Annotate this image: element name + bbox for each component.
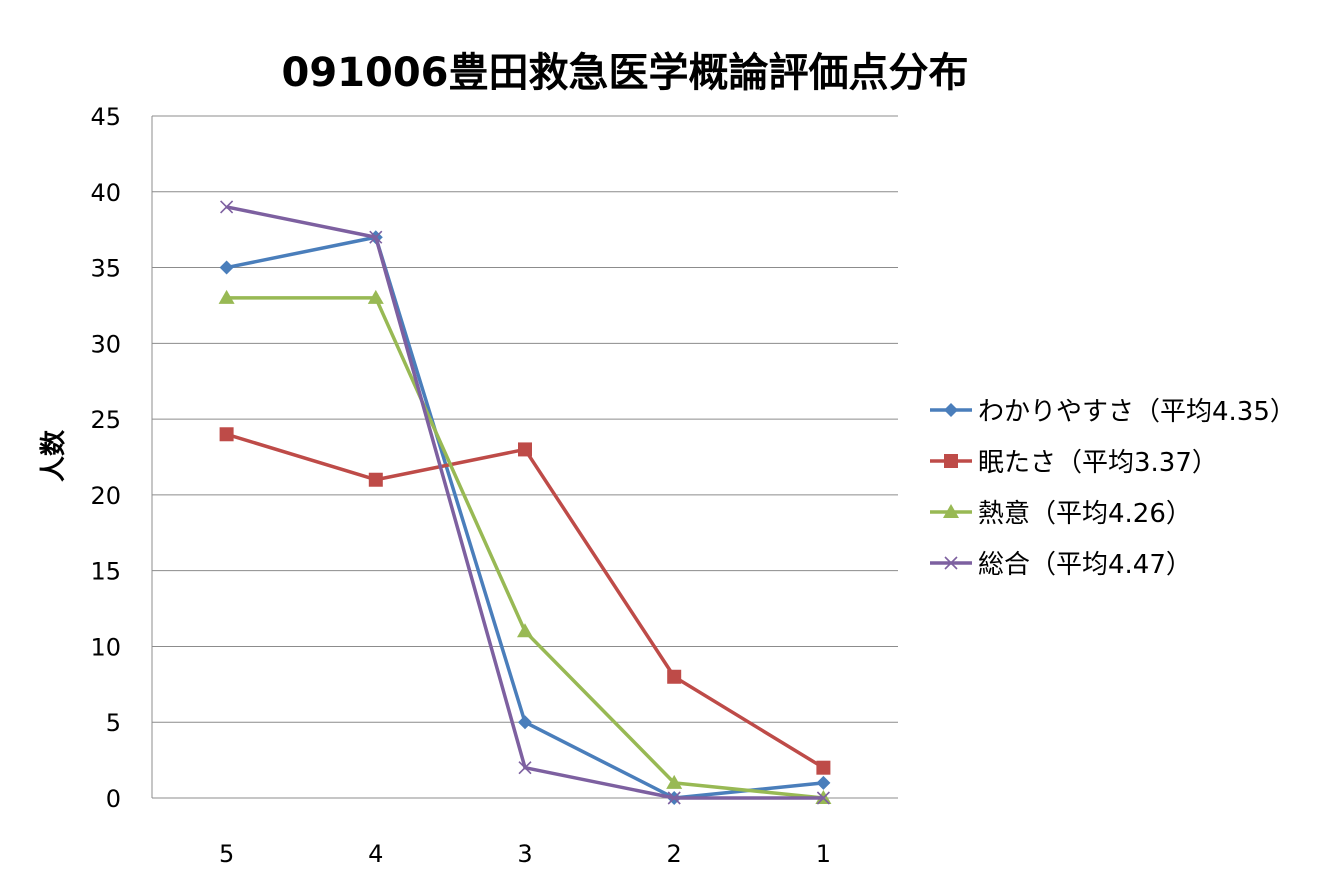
- y-tick-label: 35: [90, 255, 121, 283]
- series-line: [226, 205, 824, 800]
- data-point: [666, 774, 683, 789]
- axes: [151, 116, 898, 799]
- series-4: [220, 200, 830, 805]
- y-tick-label: 25: [90, 406, 121, 434]
- y-axis-label: 人数: [39, 429, 69, 482]
- data-point: [219, 427, 234, 442]
- y-tick-label: 5: [106, 709, 121, 737]
- data-point: [518, 761, 532, 775]
- y-tick-labels: 0 5 10 15 20 25 30 35 40 45: [90, 103, 121, 813]
- data-point: [367, 289, 384, 304]
- legend-marker: [944, 403, 958, 417]
- legend-marker: [944, 556, 958, 570]
- x-tick-label: 4: [368, 840, 383, 868]
- data-point: [816, 791, 830, 805]
- data-point: [816, 760, 831, 775]
- y-tick-label: 45: [90, 103, 121, 131]
- data-point: [369, 230, 383, 244]
- legend-entry: 眠たさ（平均3.37）: [930, 448, 1218, 478]
- legend-marker: [943, 504, 959, 518]
- legend-entry: 総合（平均4.47）: [930, 550, 1192, 580]
- x-tick-labels: 5 4 3 2 1: [219, 840, 831, 868]
- x-tick-label: 1: [816, 840, 831, 868]
- legend-entry: わかりやすさ（平均4.35）: [930, 397, 1296, 427]
- data-point: [368, 472, 383, 487]
- series-group: [218, 200, 832, 805]
- data-point: [220, 200, 234, 214]
- x-tick-label: 5: [219, 840, 234, 868]
- x-tick-label: 2: [667, 840, 682, 868]
- y-tick-label: 40: [90, 179, 121, 207]
- data-point: [219, 260, 234, 275]
- legend-label: 眠たさ（平均3.37）: [978, 448, 1218, 478]
- legend-label: 熱意（平均4.26）: [978, 499, 1192, 529]
- legend-marker: [944, 454, 958, 468]
- legend: わかりやすさ（平均4.35） 眠たさ（平均3.37） 熱意（平均4.26） 総合（平均…: [930, 397, 1296, 580]
- data-point: [218, 289, 235, 304]
- series-2: [219, 427, 831, 775]
- x-tick-label: 3: [517, 840, 532, 868]
- chart-title: 091006豊田救急医学概論評価点分布: [282, 50, 969, 96]
- data-point: [667, 669, 682, 684]
- legend-entry: 熱意（平均4.26）: [930, 499, 1192, 529]
- y-tick-label: 30: [90, 330, 121, 358]
- series-1: [219, 230, 831, 805]
- y-tick-label: 0: [106, 785, 121, 813]
- data-point: [518, 442, 532, 457]
- y-tick-label: 10: [90, 633, 121, 661]
- gridlines: [152, 115, 898, 723]
- data-point: [518, 715, 532, 730]
- data-point: [816, 775, 831, 790]
- data-point: [667, 791, 681, 805]
- data-point: [517, 623, 533, 638]
- y-tick-label: 20: [90, 482, 121, 510]
- legend-label: 総合（平均4.47）: [978, 550, 1192, 580]
- y-tick-label: 15: [90, 558, 121, 586]
- series-3: [218, 289, 832, 804]
- legend-label: わかりやすさ（平均4.35）: [978, 397, 1296, 427]
